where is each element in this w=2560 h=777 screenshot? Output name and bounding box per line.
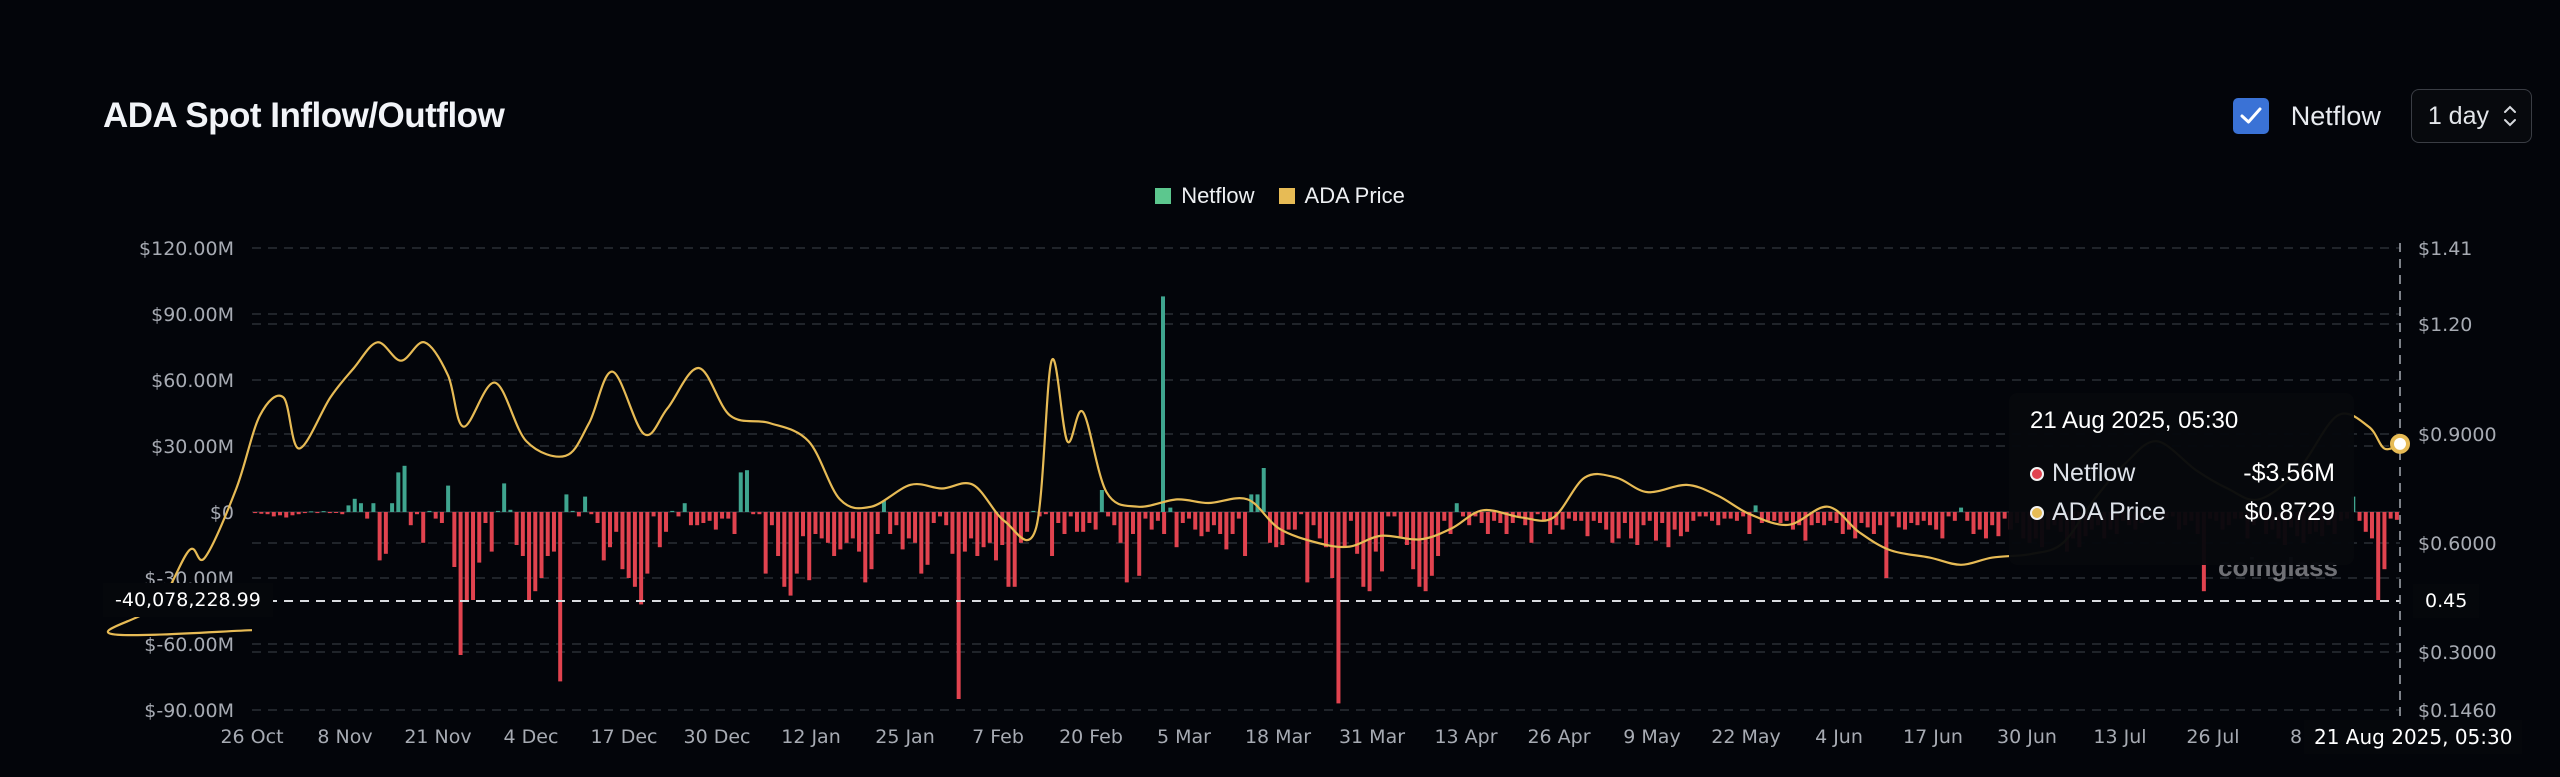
svg-text:5 Mar: 5 Mar xyxy=(1157,726,1211,748)
chart-controls: Netflow 1 day xyxy=(2232,89,2532,143)
svg-text:22 May: 22 May xyxy=(1711,726,1781,748)
svg-text:$0.9000: $0.9000 xyxy=(2418,424,2497,446)
crosshair-x-label: 21 Aug 2025, 05:30 xyxy=(2304,720,2523,754)
svg-text:$0.3000: $0.3000 xyxy=(2418,642,2497,664)
crosshair-y-left-label: -40,078,228.99 xyxy=(103,583,273,617)
netflow-checkbox[interactable] xyxy=(2232,98,2269,134)
svg-text:$1.20: $1.20 xyxy=(2418,314,2472,336)
svg-text:25 Jan: 25 Jan xyxy=(875,726,935,748)
tooltip-row-netflow: Netflow -$3.56M xyxy=(2030,459,2342,488)
svg-text:21 Nov: 21 Nov xyxy=(404,726,471,748)
netflow-swatch-icon xyxy=(1155,188,1172,204)
checkmark-icon xyxy=(2240,107,2262,124)
legend-item-ada-price[interactable]: ADA Price xyxy=(1278,183,1405,209)
svg-text:9 May: 9 May xyxy=(1623,726,1680,748)
interval-select-value: 1 day xyxy=(2427,101,2489,130)
svg-text:13 Apr: 13 Apr xyxy=(1434,726,1497,748)
svg-text:26 Jul: 26 Jul xyxy=(2186,726,2239,748)
svg-text:$120.00M: $120.00M xyxy=(139,238,234,260)
svg-text:$30.00M: $30.00M xyxy=(151,436,234,458)
price-dot-icon xyxy=(2030,505,2044,520)
tooltip-row-price: ADA Price $0.8729 xyxy=(2030,498,2342,527)
svg-text:31 Mar: 31 Mar xyxy=(1339,726,1405,748)
chart-tooltip: 21 Aug 2025, 05:30 Netflow -$3.56M ADA P… xyxy=(2009,393,2354,565)
tooltip-price-value: $0.8729 xyxy=(2244,498,2335,526)
y-axis-left: $120.00M$90.00M$60.00M$30.00M$0$-30.00M$… xyxy=(139,238,234,722)
svg-text:8 Nov: 8 Nov xyxy=(317,726,372,748)
legend-label: ADA Price xyxy=(1304,183,1405,208)
crosshair-y-right-label: 0.45 xyxy=(2413,584,2480,618)
svg-text:13 Jul: 13 Jul xyxy=(2093,726,2146,748)
svg-text:$0.6000: $0.6000 xyxy=(2418,533,2497,555)
svg-text:20 Feb: 20 Feb xyxy=(1059,726,1123,748)
tooltip-date: 21 Aug 2025, 05:30 xyxy=(2030,407,2239,434)
svg-text:26 Oct: 26 Oct xyxy=(220,726,283,748)
svg-text:$-90.00M: $-90.00M xyxy=(144,700,234,722)
svg-text:4 Dec: 4 Dec xyxy=(504,726,559,748)
price-hover-marker xyxy=(2390,433,2410,454)
svg-text:7 Feb: 7 Feb xyxy=(972,726,1024,748)
interval-select[interactable]: 1 day xyxy=(2410,89,2532,143)
netflow-dot-icon xyxy=(2030,466,2044,481)
svg-text:12 Jan: 12 Jan xyxy=(781,726,841,748)
svg-text:17 Dec: 17 Dec xyxy=(591,726,658,748)
svg-text:$1.41: $1.41 xyxy=(2418,238,2472,260)
svg-text:$90.00M: $90.00M xyxy=(151,304,234,326)
legend-item-netflow[interactable]: Netflow xyxy=(1155,183,1255,209)
ada-price-swatch-icon xyxy=(1278,188,1295,204)
x-axis: 26 Oct 8 Nov 21 Nov 4 Dec 17 Dec 30 Dec 12 Jan… xyxy=(220,726,2302,748)
ada-price-line xyxy=(106,341,2401,637)
svg-text:30 Dec: 30 Dec xyxy=(684,726,751,748)
svg-text:$-60.00M: $-60.00M xyxy=(144,634,234,656)
svg-text:30 Jun: 30 Jun xyxy=(1997,726,2057,748)
svg-text:4 Jun: 4 Jun xyxy=(1815,726,1863,748)
chart-legend: Netflow ADA Price xyxy=(0,183,2560,209)
netflow-checkbox-label[interactable]: Netflow xyxy=(2290,100,2381,131)
y-axis-right: $1.41 $1.20 $0.9000 $0.6000 $0.3000 $0.1460 xyxy=(2418,238,2497,722)
updown-chevron-icon xyxy=(2503,104,2517,128)
svg-text:$0.1460: $0.1460 xyxy=(2418,700,2497,722)
svg-text:$60.00M: $60.00M xyxy=(151,370,234,392)
legend-label: Netflow xyxy=(1181,183,1255,208)
tooltip-netflow-value: -$3.56M xyxy=(2243,459,2335,487)
svg-text:18 Mar: 18 Mar xyxy=(1245,726,1311,748)
svg-text:8: 8 xyxy=(2290,726,2302,748)
svg-text:26 Apr: 26 Apr xyxy=(1527,726,1590,748)
svg-text:17 Jun: 17 Jun xyxy=(1903,726,1963,748)
page-title: ADA Spot Inflow/Outflow xyxy=(103,96,505,135)
